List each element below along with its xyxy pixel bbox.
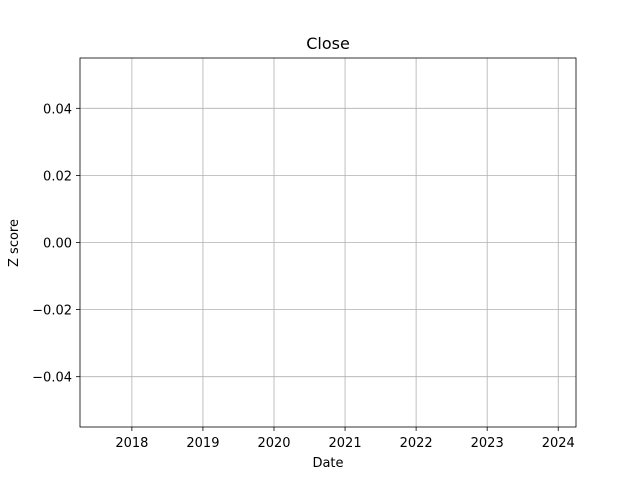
y-axis: −0.04 −0.02 0.00 0.02 0.04 xyxy=(32,102,80,386)
x-tick-label: 2019 xyxy=(186,436,219,451)
y-tick-label: 0.04 xyxy=(43,102,72,117)
grid xyxy=(80,58,576,427)
x-tick-label: 2020 xyxy=(257,436,290,451)
x-tick-label: 2024 xyxy=(542,436,575,451)
y-tick-label: 0.00 xyxy=(43,237,72,252)
x-axis: 2018 2019 2020 2021 2022 2023 2024 xyxy=(115,427,575,451)
y-tick-label: −0.04 xyxy=(32,371,72,386)
x-tick-label: 2023 xyxy=(471,436,504,451)
chart-title: Close xyxy=(306,34,350,53)
x-tick-label: 2021 xyxy=(329,436,362,451)
y-tick-label: 0.02 xyxy=(43,169,72,184)
y-axis-label: Z score xyxy=(7,219,22,267)
x-tick-label: 2018 xyxy=(115,436,148,451)
y-tick-label: −0.02 xyxy=(32,304,72,319)
x-axis-label: Date xyxy=(312,456,343,471)
x-tick-label: 2022 xyxy=(400,436,433,451)
